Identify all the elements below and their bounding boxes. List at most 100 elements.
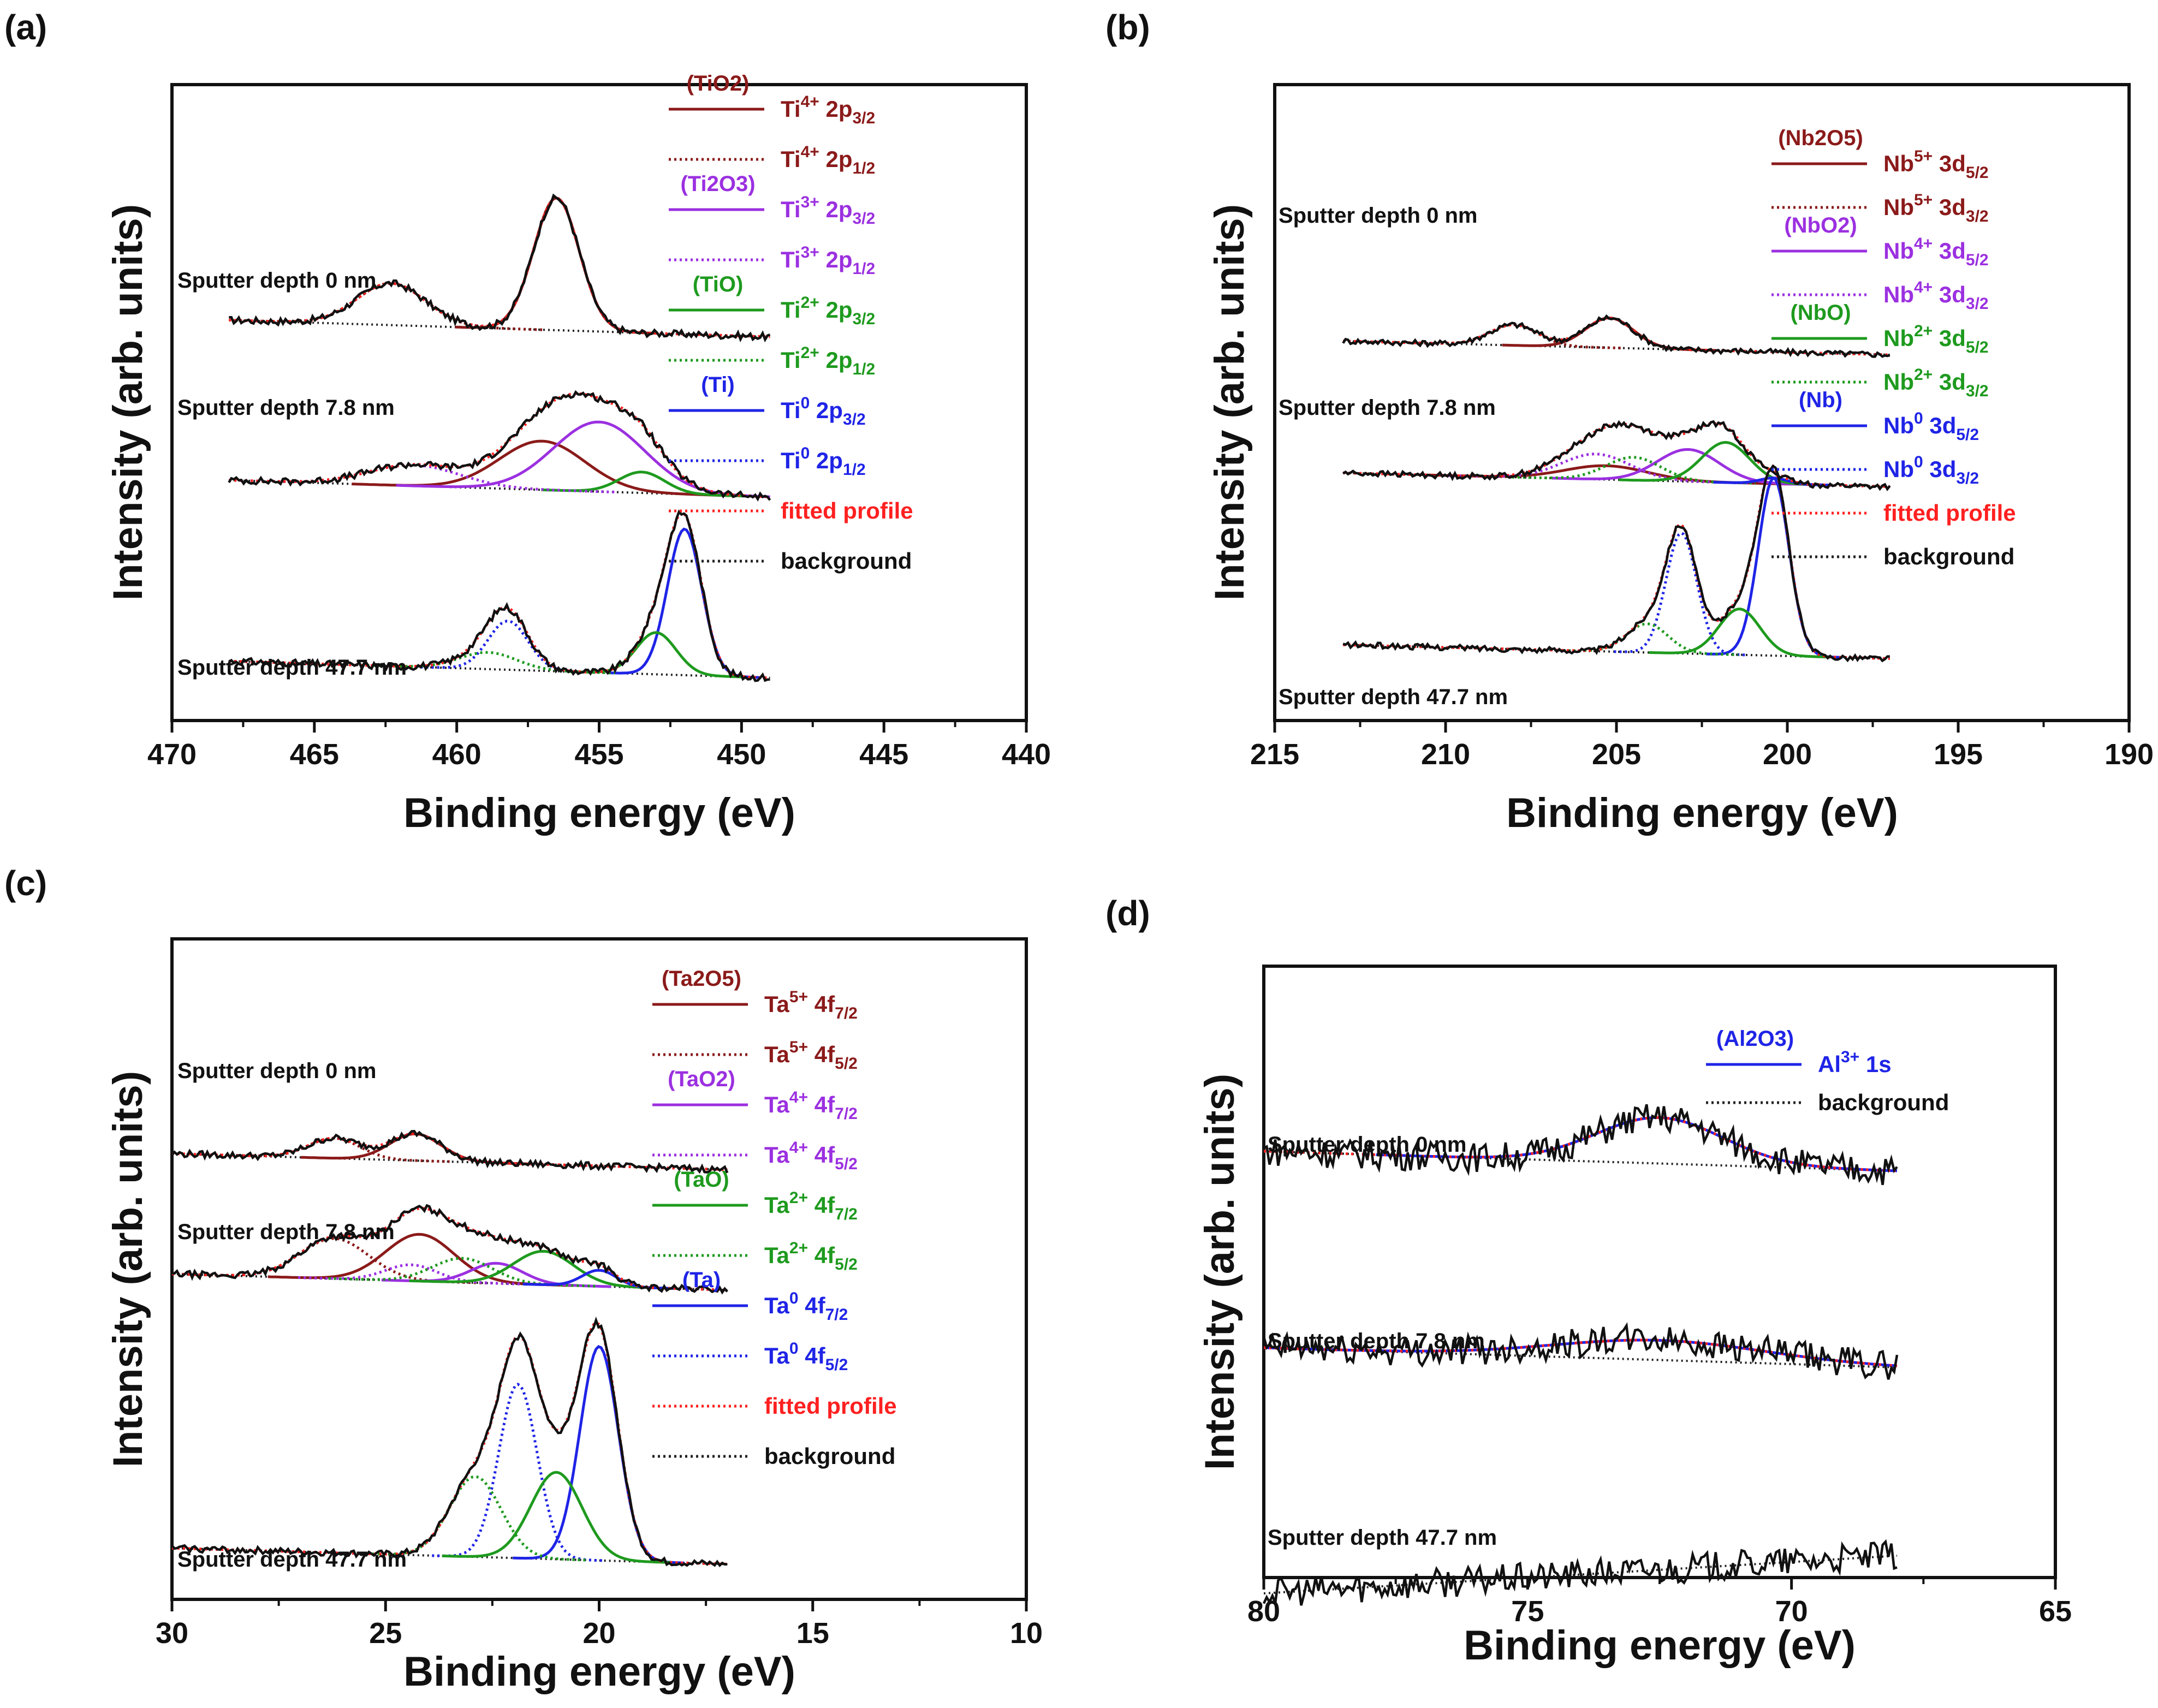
component-peak [455,197,657,335]
component-peak [1705,476,1843,659]
panel-a-depth-label: Sputter depth 0 nm [177,269,376,293]
legend-entry: Nb5+ 3d3/2 [1883,191,1989,225]
component-peak [267,1233,574,1287]
x-tick-label: 195 [1934,738,1983,771]
component-peak [361,1475,588,1562]
x-tick-label: 465 [290,738,339,771]
panel-c-x-axis-title: Binding energy (eV) [403,1649,795,1695]
legend-group-label: (TiO) [693,272,744,296]
panel-c-depth-label: Sputter depth 7.8 nm [177,1220,395,1244]
measured-spectrum [1342,464,1890,663]
legend-group-label: (Ti) [701,373,734,397]
legend-entry: Nb2+ 3d5/2 [1883,322,1989,356]
background-line [229,660,770,679]
panel-d: (d) 80 75 70 65 Binding energy (eV) Intensi… [1105,894,2072,1669]
panel-c-plot [171,1129,729,1568]
panel-a-y-axis-title: Intensity (arb. units) [105,204,151,600]
x-tick-label: 15 [796,1617,829,1650]
x-tick-label: 30 [156,1617,188,1650]
measured-spectrum [228,390,771,502]
panel-b-legend: (Nb2O5) Nb5+ 3d5/2 Nb5+ 3d3/2 (NbO2) Nb4+ 3d… [1771,126,2016,569]
x-tick-label: 215 [1250,738,1299,771]
panel-b-depth-label: Sputter depth 47.7 nm [1279,685,1508,709]
x-tick-label: 445 [859,738,908,771]
panel-a-plot [228,193,771,682]
component-peak [219,1136,450,1163]
panel-c-depth-label: Sputter depth 0 nm [177,1059,376,1083]
legend-entry: Ti2+ 2p3/2 [781,294,875,328]
legend-group-label: (NbO) [1790,301,1851,325]
background-line [229,479,770,498]
legend-entry: Nb4+ 3d3/2 [1883,278,1989,313]
fitted-profile [171,1321,728,1566]
panel-d-depth-label: Sputter depth 47.7 nm [1268,1526,1497,1550]
panel-c: (c) 30 25 20 15 10 Binding energy (eV) Inten… [4,864,1043,1695]
panel-b-label: (b) [1105,8,1150,47]
component-peak [229,463,618,494]
legend-entry: Ta0 4f7/2 [764,1289,848,1324]
legend-entry: Ta5+ 4f5/2 [764,1038,858,1073]
panel-d-plot [1262,1104,1899,1608]
component-peak [442,1471,672,1564]
panel-d-depth-label: Sputter depth 7.8 nm [1268,1329,1485,1353]
panel-b: (b) 215 210 205 200 195 190 Binding energy (e… [1105,8,2154,836]
measured-spectrum [1263,1104,1898,1185]
panel-a-depth-label: Sputter depth 7.8 nm [177,396,395,420]
legend-entry: background [764,1443,895,1469]
legend-entry: Nb0 3d3/2 [1883,453,1979,487]
panel-d-label: (d) [1105,894,1150,933]
background-line [229,319,770,338]
x-tick-label: 450 [717,738,766,771]
legend-entry: Ti0 2p3/2 [781,394,866,429]
legend-entry: Nb5+ 3d5/2 [1883,147,1989,182]
legend-entry: Al3+ 1s [1818,1048,1892,1077]
fitted-profile [1343,464,1890,660]
legend-entry: Ti2+ 2p1/2 [781,344,875,378]
x-tick-label: 460 [432,738,481,771]
x-tick-label: 65 [2039,1595,2072,1628]
legend-entry: Ti4+ 2p3/2 [781,93,875,127]
panel-d-frame [1262,965,2057,1579]
x-tick-label: 440 [1002,738,1051,771]
measured-spectrum [171,1316,728,1568]
legend-entry: Ta5+ 4f7/2 [764,988,858,1022]
legend-entry: Ta2+ 4f5/2 [764,1239,858,1273]
legend-entry: fitted profile [781,498,913,523]
legend-group-label: (Ta2O5) [662,967,741,991]
panel-b-depth-label: Sputter depth 7.8 nm [1279,396,1496,420]
component-peak [1614,531,1749,657]
panel-a-label: (a) [4,8,47,47]
panel-b-y-axis-title: Intensity (arb. units) [1206,204,1253,600]
component-peak [432,1382,604,1562]
legend-group-label: (Nb) [1799,388,1842,412]
legend-entry: Ta4+ 4f5/2 [764,1139,858,1173]
legend-group-label: (TaO2) [668,1067,735,1091]
panel-a-depth-label: Sputter depth 47.7 nm [177,656,407,680]
legend-entry: Ti4+ 2p1/2 [781,143,875,177]
x-tick-label: 80 [1247,1595,1280,1628]
legend-entry: Ti3+ 2p3/2 [781,193,875,228]
fitted-profile [229,197,770,338]
panel-a-x-axis-title: Binding energy (eV) [403,790,795,836]
measured-spectrum [229,193,771,343]
x-tick-label: 70 [1775,1595,1808,1628]
x-tick-label: 10 [1010,1617,1043,1650]
panel-a-x-ticks: 470 465 460 455 450 445 440 [147,721,1051,771]
legend-group-label: (NbO2) [1784,213,1857,237]
measured-spectrum [1262,1322,1899,1380]
x-tick-label: 205 [1592,738,1641,771]
measured-spectrum [228,509,770,682]
panel-a-legend: (TiO2) Ti4+ 2p3/2 Ti4+ 2p1/2 (Ti2O3) Ti3+ 2p… [669,72,913,574]
panel-c-legend: (Ta2O5) Ta5+ 4f7/2 Ta5+ 4f5/2 (TaO2) Ta4+ 4f… [652,967,897,1469]
component-peak [1649,608,1830,659]
panel-a: (a) 470 465 460 455 450 445 440 Binding energy… [4,8,1051,836]
measured-spectrum [1342,314,1891,358]
x-tick-label: 210 [1421,738,1470,771]
measured-spectrum [1342,420,1891,492]
panel-b-x-axis-title: Binding energy (eV) [1506,790,1898,836]
panel-b-depth-label: Sputter depth 0 nm [1279,204,1477,228]
legend-group-label: (TiO2) [687,72,750,96]
component-peak [298,1263,526,1286]
panel-d-x-ticks: 80 75 70 65 [1247,1578,2072,1628]
